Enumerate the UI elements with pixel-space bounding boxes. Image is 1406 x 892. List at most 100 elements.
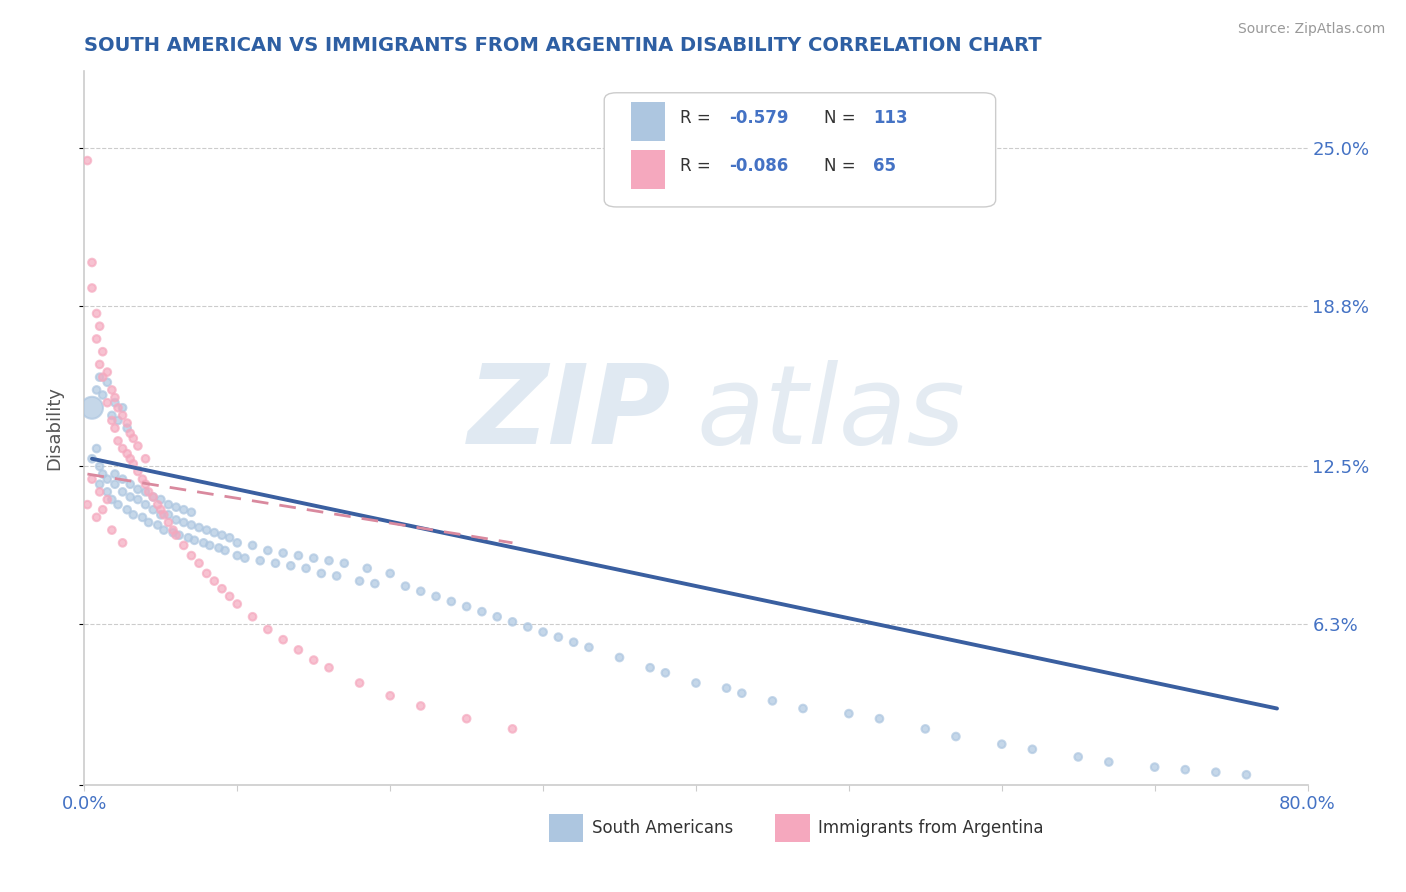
Point — [716, 681, 738, 695]
Point — [96, 472, 118, 486]
Point — [122, 508, 145, 522]
Point — [188, 556, 211, 570]
Point — [202, 574, 225, 588]
Point — [101, 409, 124, 423]
Point — [101, 413, 124, 427]
Point — [101, 383, 124, 397]
Point — [86, 332, 108, 346]
Point — [142, 502, 165, 516]
Point — [120, 477, 142, 491]
Point — [211, 528, 233, 542]
Point — [86, 383, 108, 397]
Point — [111, 401, 134, 415]
Point — [356, 561, 378, 575]
Point — [127, 483, 149, 497]
Point — [295, 561, 318, 575]
Point — [157, 508, 180, 522]
Point — [127, 465, 149, 479]
Point — [107, 434, 129, 448]
Point — [364, 576, 387, 591]
Point — [249, 554, 271, 568]
Point — [89, 484, 111, 499]
Point — [516, 620, 538, 634]
Point — [1205, 765, 1227, 780]
Point — [157, 498, 180, 512]
Point — [287, 549, 309, 563]
Point — [89, 477, 111, 491]
Point — [562, 635, 585, 649]
Text: R =: R = — [681, 157, 716, 175]
Point — [685, 676, 707, 690]
Point — [394, 579, 416, 593]
Point — [226, 536, 249, 550]
Point — [1098, 755, 1121, 769]
Point — [131, 510, 153, 524]
Point — [96, 492, 118, 507]
Text: -0.086: -0.086 — [728, 157, 789, 175]
Point — [165, 528, 187, 542]
Point — [162, 525, 184, 540]
Point — [991, 737, 1014, 751]
Point — [111, 484, 134, 499]
Point — [111, 472, 134, 486]
Point — [146, 498, 169, 512]
Point — [318, 661, 340, 675]
Text: N =: N = — [824, 157, 862, 175]
Point — [654, 665, 676, 680]
Point — [914, 722, 936, 736]
Point — [127, 439, 149, 453]
Point — [96, 395, 118, 409]
Point — [180, 518, 202, 533]
FancyBboxPatch shape — [550, 814, 583, 842]
Point — [165, 513, 187, 527]
Point — [91, 502, 114, 516]
Point — [264, 556, 287, 570]
Point — [149, 502, 172, 516]
Point — [547, 630, 569, 644]
Point — [242, 538, 264, 552]
Point — [1143, 760, 1166, 774]
Point — [271, 632, 294, 647]
Point — [89, 370, 111, 384]
Point — [177, 531, 200, 545]
Point — [218, 531, 240, 545]
Point — [409, 584, 432, 599]
Point — [638, 661, 661, 675]
Text: atlas: atlas — [696, 360, 965, 467]
Point — [233, 551, 256, 566]
Point — [409, 698, 432, 713]
Point — [157, 516, 180, 530]
Point — [761, 694, 783, 708]
Point — [142, 490, 165, 504]
Point — [578, 640, 600, 655]
Point — [486, 609, 509, 624]
Point — [271, 546, 294, 560]
Point — [218, 590, 240, 604]
Point — [318, 554, 340, 568]
Point — [425, 590, 447, 604]
Text: 65: 65 — [873, 157, 897, 175]
Point — [183, 533, 205, 548]
Point — [120, 426, 142, 441]
Point — [226, 597, 249, 611]
Point — [80, 472, 103, 486]
Point — [120, 490, 142, 504]
Point — [456, 599, 478, 614]
Point — [198, 538, 221, 552]
Point — [104, 395, 127, 409]
Point — [188, 520, 211, 534]
Point — [89, 319, 111, 334]
Point — [96, 365, 118, 379]
Point — [80, 401, 103, 415]
Point — [162, 523, 184, 537]
Point — [302, 653, 325, 667]
Point — [173, 538, 195, 552]
Point — [96, 376, 118, 390]
Point — [211, 582, 233, 596]
Point — [138, 484, 160, 499]
Point — [456, 712, 478, 726]
Point — [91, 467, 114, 481]
Point — [302, 551, 325, 566]
Point — [287, 643, 309, 657]
Point — [115, 502, 138, 516]
